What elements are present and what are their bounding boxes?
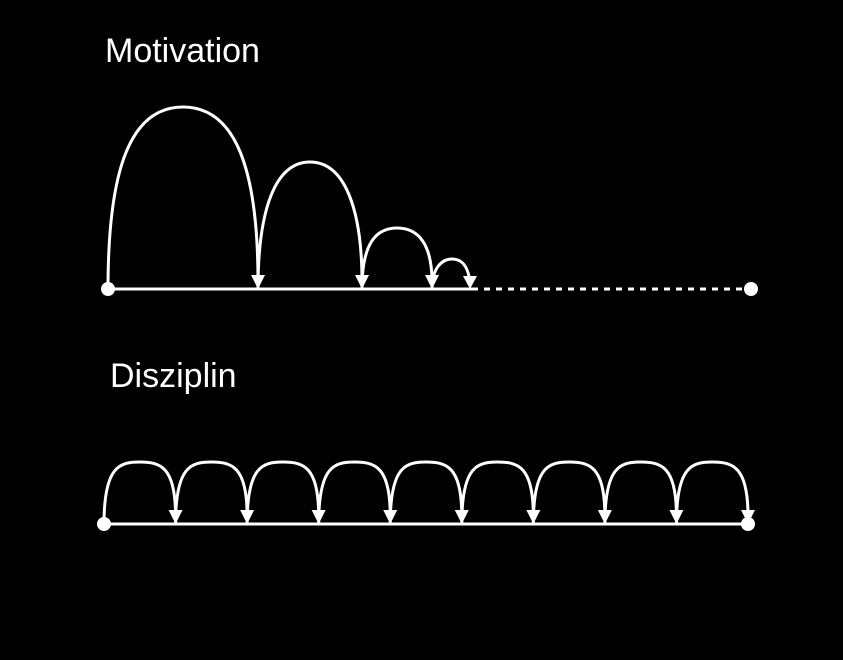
disziplin-diagram bbox=[97, 460, 755, 531]
disziplin-title: Disziplin bbox=[110, 357, 237, 395]
disziplin-hop bbox=[531, 460, 607, 525]
motivation-hop-2 bbox=[256, 160, 364, 290]
motivation-hop-4-arrow bbox=[463, 276, 477, 289]
disziplin-hop bbox=[102, 460, 178, 525]
disziplin-hop bbox=[317, 460, 392, 525]
motivation-hop-4 bbox=[430, 257, 472, 290]
disziplin-hop bbox=[603, 460, 678, 525]
motivation-diagram bbox=[101, 105, 758, 296]
motivation-title: Motivation bbox=[105, 32, 260, 70]
motivation-end-dot bbox=[744, 282, 758, 296]
disziplin-hop bbox=[674, 460, 750, 525]
disziplin-hop bbox=[388, 460, 464, 525]
disziplin-hop bbox=[174, 460, 249, 525]
disziplin-hop-arrow bbox=[741, 510, 755, 524]
disziplin-hop bbox=[460, 460, 535, 525]
disziplin-hop bbox=[245, 460, 321, 525]
motivation-hop-3 bbox=[360, 226, 434, 290]
motivation-hop-1 bbox=[106, 105, 260, 290]
